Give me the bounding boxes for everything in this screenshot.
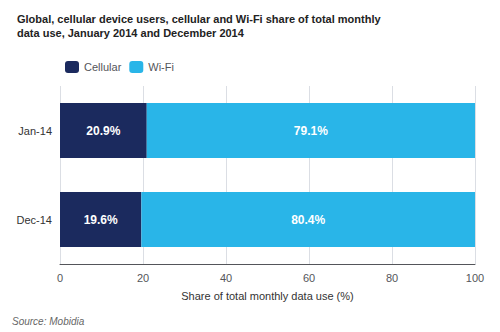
svg-text:Wi-Fi: Wi-Fi	[148, 61, 174, 73]
svg-text:100: 100	[466, 272, 484, 284]
svg-text:40: 40	[220, 272, 232, 284]
svg-text:60: 60	[303, 272, 315, 284]
svg-text:0: 0	[57, 272, 63, 284]
svg-text:Share of total monthly data us: Share of total monthly data use (%)	[181, 290, 353, 302]
svg-text:79.1%: 79.1%	[294, 124, 328, 138]
svg-text:Cellular: Cellular	[84, 61, 122, 73]
svg-text:Jan-14: Jan-14	[18, 125, 52, 137]
svg-text:Global, cellular device users,: Global, cellular device users, cellular …	[17, 13, 381, 25]
svg-text:80: 80	[386, 272, 398, 284]
svg-text:19.6%: 19.6%	[84, 213, 118, 227]
svg-text:20.9%: 20.9%	[86, 124, 120, 138]
svg-text:80.4%: 80.4%	[291, 213, 325, 227]
svg-text:Dec-14: Dec-14	[17, 214, 52, 226]
svg-text:Source: Mobidia: Source: Mobidia	[12, 316, 85, 327]
svg-text:20: 20	[137, 272, 149, 284]
svg-text:data use, January 2014 and Dec: data use, January 2014 and December 2014	[17, 27, 245, 39]
